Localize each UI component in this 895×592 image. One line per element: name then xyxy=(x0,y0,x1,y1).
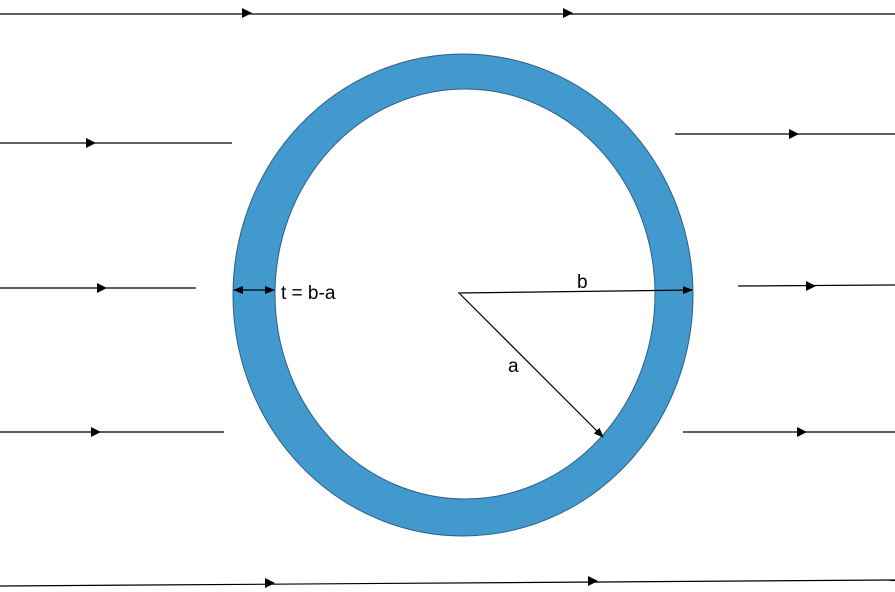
flow-line-right-middle xyxy=(737,284,895,287)
inner-radius-dimension: a xyxy=(459,293,604,438)
flow-lines xyxy=(0,8,895,588)
flow-arrow-icon xyxy=(97,283,107,293)
inner-cavity xyxy=(274,88,656,500)
flow-arrow-icon xyxy=(563,8,573,18)
outer-radius-dimension: b xyxy=(457,272,693,295)
thickness-dimension: t = b-a xyxy=(233,283,336,304)
hollow-cylinder xyxy=(232,53,694,537)
flow-arrow-icon xyxy=(265,578,275,588)
flow-arrow-icon xyxy=(242,8,252,18)
outer-radius-arrow xyxy=(457,286,693,295)
flow-arrow-icon xyxy=(86,138,96,148)
thickness-label: t = b-a xyxy=(281,283,336,304)
flow-arrow-icon xyxy=(806,281,816,291)
flow-arrow-icon xyxy=(588,576,598,586)
inner-radius-label: a xyxy=(508,356,519,377)
flow-arrow-icon xyxy=(91,427,101,437)
flow-arrow-icon xyxy=(789,129,799,139)
inner-radius-arrow xyxy=(459,293,604,438)
outer-radius-label: b xyxy=(577,272,588,293)
flow-line-bottom xyxy=(0,579,895,587)
flow-arrow-icon xyxy=(797,427,807,437)
